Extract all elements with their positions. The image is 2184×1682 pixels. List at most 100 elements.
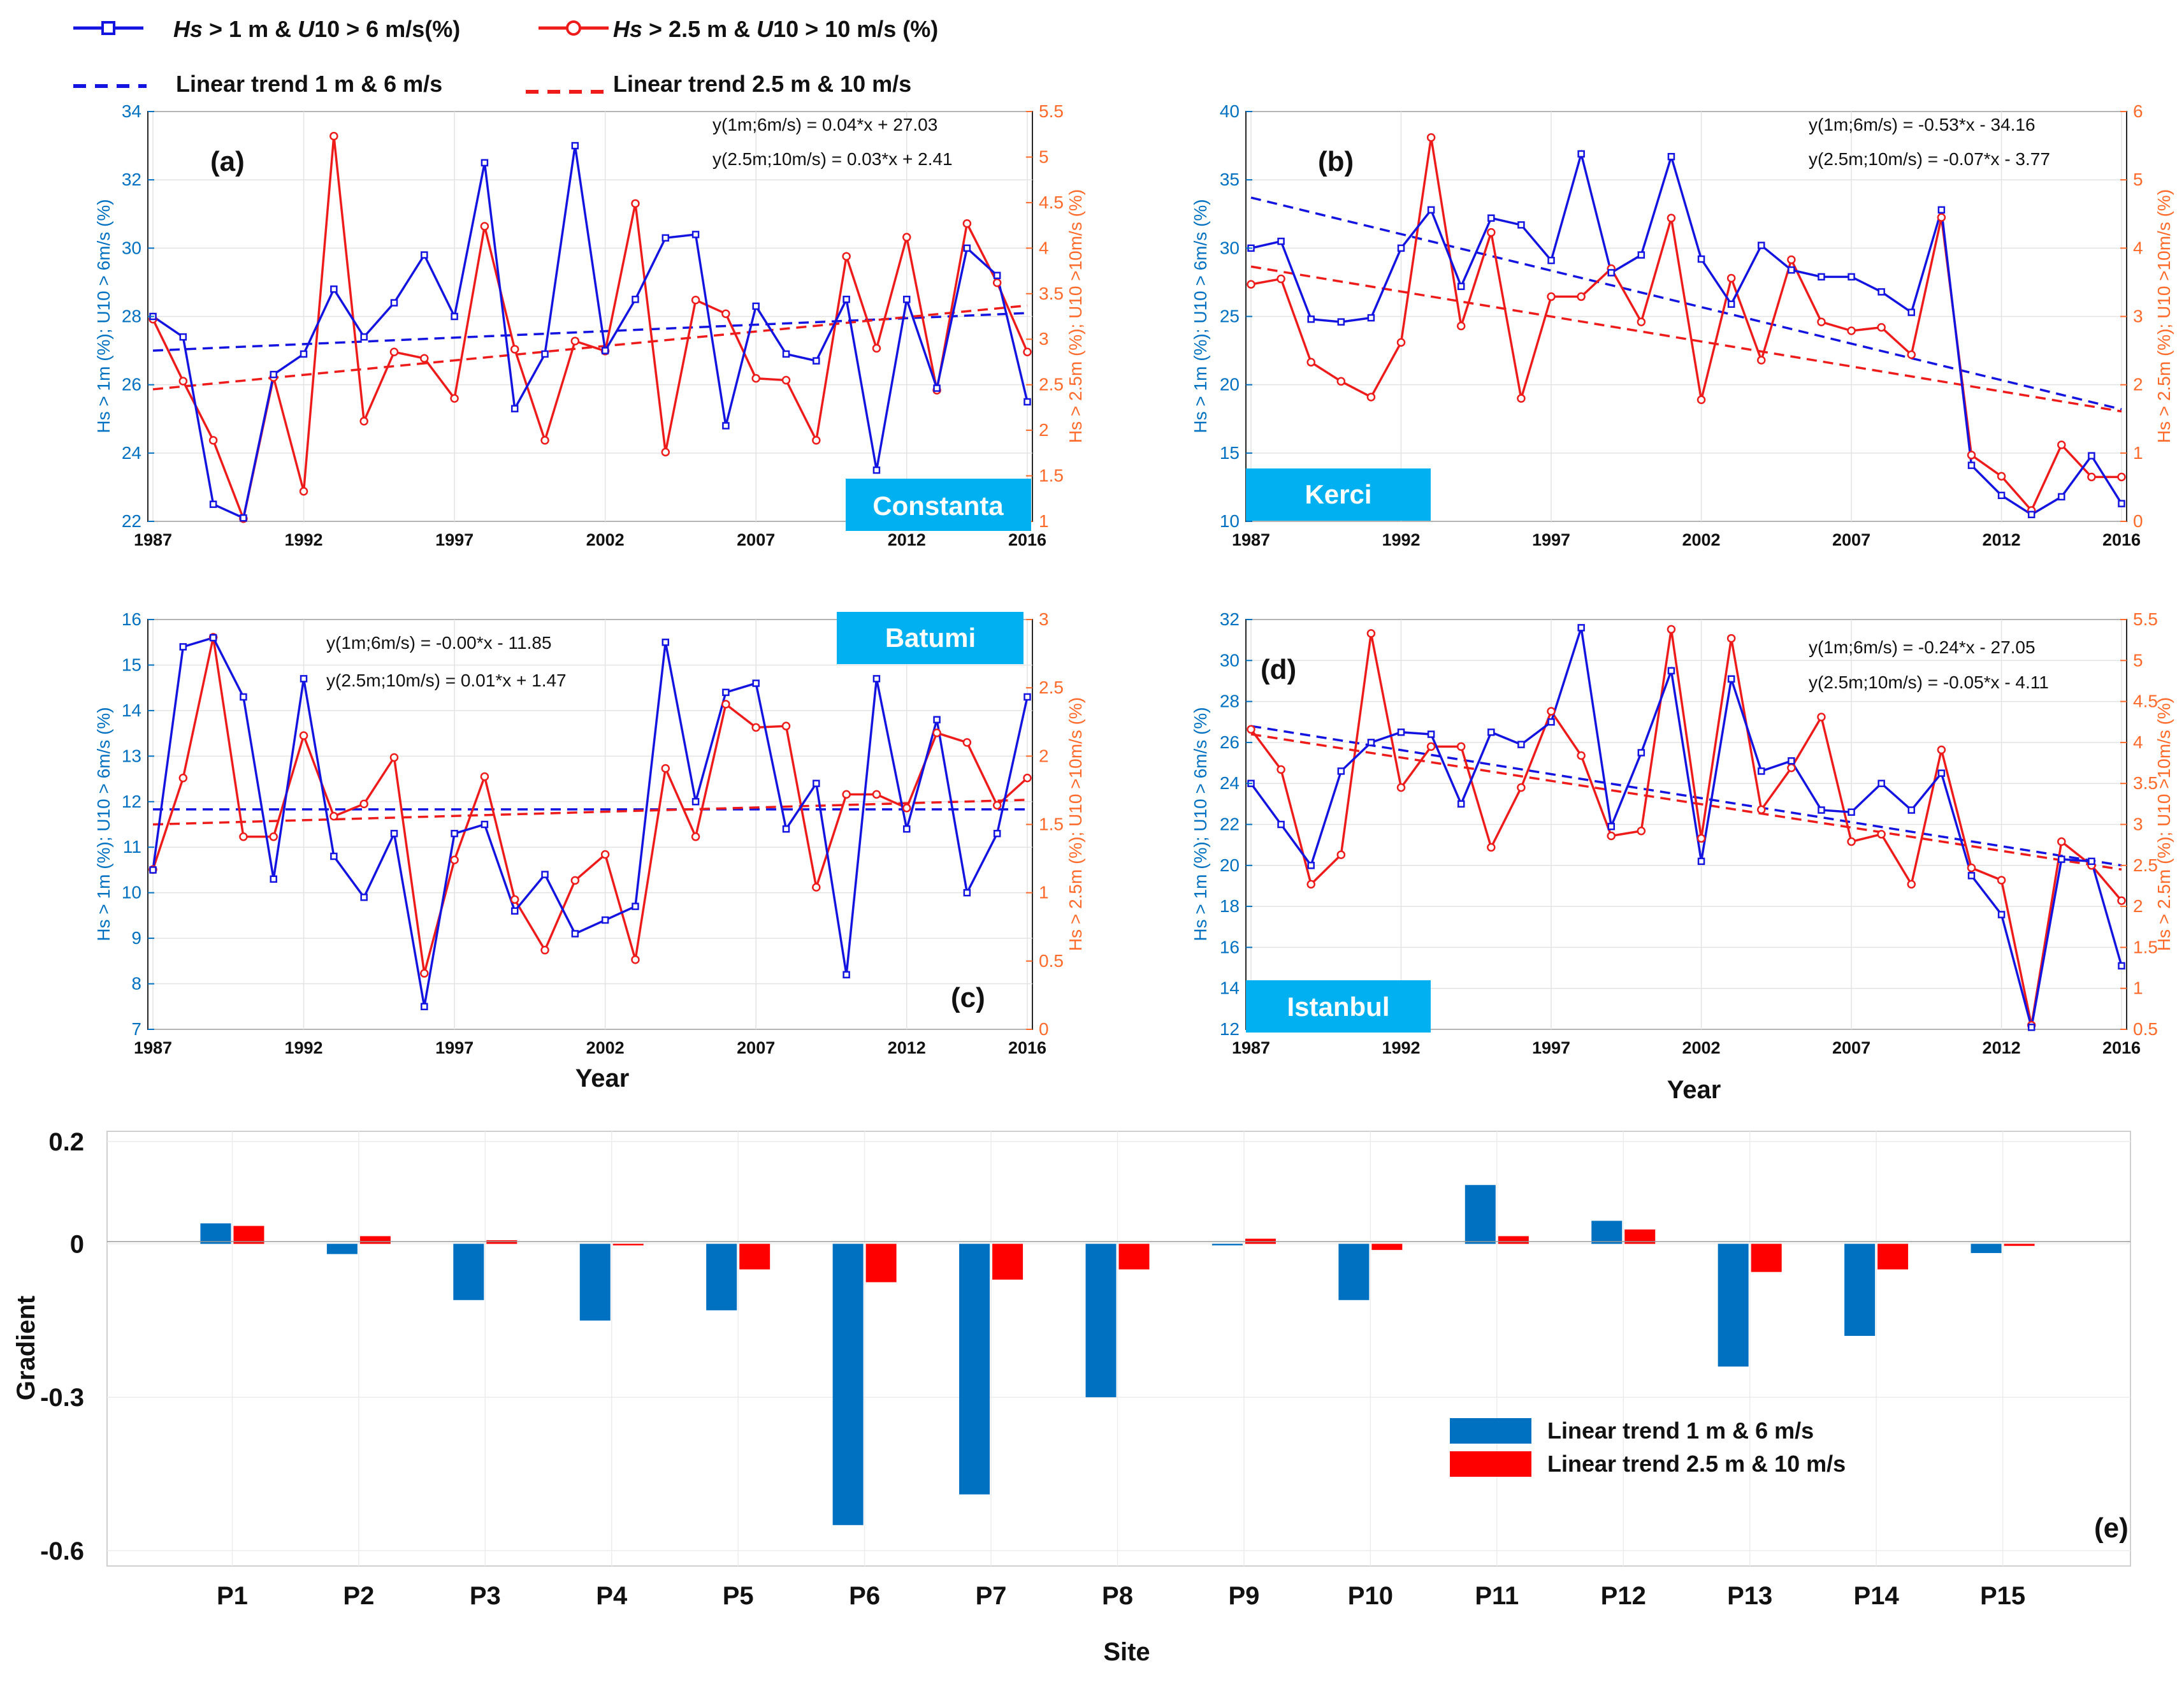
legend-hs1-suffix: 10 > 6 m/s(%)	[314, 16, 460, 42]
panel-b-red-point	[2057, 440, 2066, 449]
panel-d-red-point	[1787, 764, 1796, 772]
panel-d-year-ticks: 1987 1992 1997 2002 2007 2012 2016	[1232, 1038, 2141, 1057]
panel-d-red-point	[1847, 837, 1856, 846]
panel-b-red-point	[1396, 338, 1406, 347]
panel-c-ylabel-left: Hs > 1m (%); U10 > 6m/s (%)	[94, 707, 113, 941]
panel-e-legend-blue-swatch	[1450, 1418, 1531, 1444]
panel-a: 22 24 26 28 30 32 34 1 1.5 2 2.5 3 3.5 4 4.5 5 5.5 1987…	[94, 101, 1085, 549]
panel-c-red-point	[269, 832, 278, 841]
panel-e-frame	[106, 1131, 2131, 1567]
panel-b-red-point	[1997, 472, 2006, 481]
panel-b-left-tick-label: 35	[1220, 170, 1240, 189]
panel-c-red-point	[872, 790, 881, 799]
panel-c-red-point	[450, 855, 459, 864]
panel-a-blue-point	[813, 357, 820, 365]
panel-d-red-point	[1877, 830, 1886, 839]
panel-c-site-badge	[837, 612, 1023, 664]
panel-a-right-tick-label: 3	[1039, 329, 1049, 349]
panel-d-blue-point	[1758, 767, 1765, 775]
panel-b-blue-point	[1517, 221, 1525, 229]
panel-d-red-point	[1366, 629, 1376, 638]
panel-d-left-tick-label: 24	[1220, 773, 1240, 793]
panel-c-red-point	[540, 945, 549, 955]
panel-b-series	[1247, 133, 2126, 519]
panel-a-blue-point	[510, 405, 519, 412]
panel-d-year-tick-label: 2012	[1983, 1038, 2021, 1057]
panel-d-blue-point	[2118, 962, 2125, 970]
panel-d-trends	[1250, 725, 2122, 871]
panel-c-blue-point	[510, 907, 519, 915]
panel-d-blue-point	[1667, 667, 1675, 675]
panel-c-left-tick-label: 10	[122, 883, 141, 903]
panel-b-red-point	[1336, 377, 1346, 386]
panel-b-left-tick-label: 10	[1220, 511, 1240, 531]
panel-b-red-point	[1276, 274, 1285, 284]
panel-c-year-tick-label: 2016	[1008, 1038, 1046, 1057]
panel-a-year-tick-label: 1987	[134, 530, 172, 549]
panel-d-blue-point	[1487, 729, 1495, 736]
panel-c-blue-point	[872, 675, 881, 683]
panel-b-blue-point	[1547, 256, 1555, 265]
panel-d-right-tick-label: 1	[2133, 978, 2143, 998]
panel-e-bar-trend-2-5m-10ms	[739, 1243, 770, 1270]
panel-a-left-tick-label: 26	[122, 375, 141, 395]
panel-b-blue-point	[1727, 300, 1735, 308]
panel-b-red-point	[1847, 326, 1856, 335]
panel-d-blue-point	[1277, 820, 1285, 829]
panel-a-year-tick-label: 2016	[1008, 530, 1046, 549]
panel-c-left-tick-label: 12	[122, 792, 141, 811]
panel-d-red-point	[1577, 751, 1586, 760]
panel-e-bar-trend-2-5m-10ms	[1624, 1229, 1656, 1244]
panel-d-left-tick-label: 18	[1220, 896, 1240, 916]
panel-d-red-point	[1907, 880, 1916, 889]
panel-d-site-badge	[1246, 980, 1431, 1033]
panel-b-ylabel-right: Hs > 2.5m (%); U10 >10m/s (%)	[2154, 189, 2174, 443]
panel-b-blue-point	[2058, 493, 2065, 501]
legend-hs1-label: Hs > 1 m & U10 > 6 m/s(%)	[173, 16, 460, 42]
legend-hs25-u: U	[756, 16, 774, 42]
panel-a-right-tick-label: 1.5	[1039, 466, 1064, 486]
panel-a-red-point	[751, 373, 760, 383]
panel-b-right-ticks: 0 1 2 3 4 5 6	[2120, 101, 2143, 531]
panel-b-red-point	[1487, 228, 1496, 237]
panel-c-trend-2-5m-10ms	[152, 799, 1028, 826]
panel-a-blue-point	[541, 350, 549, 358]
panel-a-year-tick-label: 1997	[435, 530, 474, 549]
panel-e-legend-red-label: Linear trend 2.5 m & 10 m/s	[1547, 1451, 1846, 1477]
panel-d-blue-point	[1877, 779, 1885, 787]
panel-a-blue-point	[270, 370, 277, 379]
panel-d-right-tick-label: 4	[2133, 732, 2143, 752]
panel-a-site-label: Constanta	[872, 491, 1004, 521]
panel-d-right-tick-label: 3.5	[2133, 773, 2158, 793]
panel-a-blue-point	[662, 234, 670, 242]
panel-c-red-point	[992, 801, 1002, 810]
panel-b-eq2: y(2.5m;10m/s) = -0.07*x - 3.77	[1809, 149, 2050, 169]
legend-hs1-prefix: Hs	[173, 16, 203, 42]
panel-d-left-ticks: 12 14 16 18 20 22 24 26 28 30 32	[1220, 609, 1252, 1039]
panel-d-site-label: Istanbul	[1287, 992, 1389, 1022]
panel-d-left-tick-label: 30	[1220, 650, 1240, 670]
panel-b: 10 15 20 25 30 35 40 0 1 2 3 4 5 6 1987 1992 1997 2002 2…	[1190, 101, 2174, 549]
panel-a-year-tick-label: 1992	[285, 530, 323, 549]
panel-a-red-point	[661, 447, 670, 457]
panel-d-red-point	[2117, 896, 2126, 905]
panel-a-blue-point	[752, 302, 760, 310]
panel-e-bar-trend-1m-6ms	[1591, 1221, 1623, 1244]
panel-c-red-point	[691, 832, 700, 841]
panel-c-red-point	[420, 969, 429, 978]
panel-a-blue-point	[390, 299, 398, 307]
panel-a-blue-point	[330, 285, 338, 293]
panel-b-right-tick-label: 5	[2133, 170, 2143, 189]
panel-c-red-point	[962, 738, 972, 747]
panel-e-bar-trend-1m-6ms	[832, 1243, 864, 1525]
panel-b-blue-point	[2088, 452, 2095, 460]
panel-b-blue-point	[1427, 206, 1435, 214]
panel-a-red-point	[570, 337, 580, 345]
panel-e-bar-trend-2-5m-10ms	[1498, 1236, 1529, 1244]
panel-b-blue-point	[1637, 251, 1645, 259]
panel-e-site-label: P3	[470, 1582, 501, 1610]
panel-b-year-tick-label: 1997	[1532, 530, 1570, 549]
panel-c-label: (c)	[951, 982, 985, 1013]
panel-a-red-point	[450, 394, 459, 403]
panel-d-xlabel: Year	[1667, 1076, 1721, 1104]
